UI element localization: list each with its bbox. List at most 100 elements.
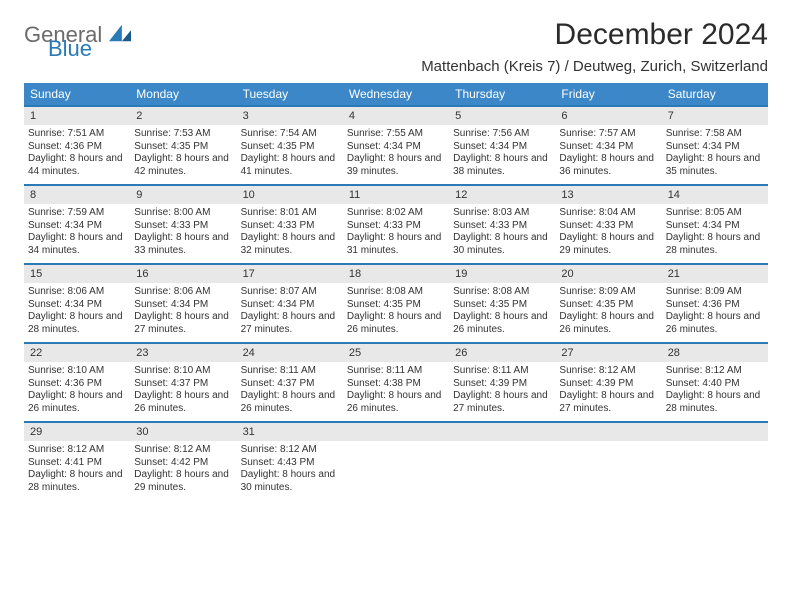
daylight-line: Daylight: 8 hours and 27 minutes. bbox=[134, 311, 232, 336]
sunrise-line: Sunrise: 8:08 AM bbox=[347, 286, 445, 299]
day-number: 23 bbox=[130, 344, 236, 362]
day-number-row: 22232425262728 bbox=[24, 344, 768, 362]
location-text: Mattenbach (Kreis 7) / Deutweg, Zurich, … bbox=[421, 58, 768, 75]
daylight-line: Daylight: 8 hours and 27 minutes. bbox=[559, 390, 657, 415]
weekday-header: Wednesday bbox=[343, 83, 449, 105]
week: 15161718192021Sunrise: 8:06 AMSunset: 4:… bbox=[24, 263, 768, 342]
brand-text-blue: Blue bbox=[48, 39, 131, 59]
sunset-line: Sunset: 4:33 PM bbox=[347, 220, 445, 233]
day-number: 29 bbox=[24, 423, 130, 441]
day-cell: Sunrise: 7:54 AMSunset: 4:35 PMDaylight:… bbox=[237, 125, 343, 184]
daylight-line: Daylight: 8 hours and 28 minutes. bbox=[28, 311, 126, 336]
day-number: 21 bbox=[662, 265, 768, 283]
day-cell: Sunrise: 7:57 AMSunset: 4:34 PMDaylight:… bbox=[555, 125, 661, 184]
sunrise-line: Sunrise: 8:03 AM bbox=[453, 207, 551, 220]
day-number: 14 bbox=[662, 186, 768, 204]
daylight-line: Daylight: 8 hours and 31 minutes. bbox=[347, 232, 445, 257]
week: 293031Sunrise: 8:12 AMSunset: 4:41 PMDay… bbox=[24, 421, 768, 500]
sunrise-line: Sunrise: 8:06 AM bbox=[134, 286, 232, 299]
daylight-line: Daylight: 8 hours and 33 minutes. bbox=[134, 232, 232, 257]
weekday-header: Monday bbox=[130, 83, 236, 105]
day-cell: Sunrise: 8:11 AMSunset: 4:37 PMDaylight:… bbox=[237, 362, 343, 421]
day-cell bbox=[449, 441, 555, 500]
sunrise-line: Sunrise: 8:01 AM bbox=[241, 207, 339, 220]
day-cell: Sunrise: 8:12 AMSunset: 4:40 PMDaylight:… bbox=[662, 362, 768, 421]
day-cell: Sunrise: 8:06 AMSunset: 4:34 PMDaylight:… bbox=[24, 283, 130, 342]
day-number-row: 15161718192021 bbox=[24, 265, 768, 283]
day-cell: Sunrise: 8:06 AMSunset: 4:34 PMDaylight:… bbox=[130, 283, 236, 342]
day-number bbox=[662, 423, 768, 441]
day-number: 4 bbox=[343, 107, 449, 125]
week: 891011121314Sunrise: 7:59 AMSunset: 4:34… bbox=[24, 184, 768, 263]
day-number: 20 bbox=[555, 265, 661, 283]
day-cell bbox=[662, 441, 768, 500]
daylight-line: Daylight: 8 hours and 36 minutes. bbox=[559, 153, 657, 178]
daylight-line: Daylight: 8 hours and 38 minutes. bbox=[453, 153, 551, 178]
daylight-line: Daylight: 8 hours and 32 minutes. bbox=[241, 232, 339, 257]
daylight-line: Daylight: 8 hours and 27 minutes. bbox=[241, 311, 339, 336]
daylight-line: Daylight: 8 hours and 42 minutes. bbox=[134, 153, 232, 178]
day-number: 27 bbox=[555, 344, 661, 362]
daylight-line: Daylight: 8 hours and 26 minutes. bbox=[28, 390, 126, 415]
daylight-line: Daylight: 8 hours and 30 minutes. bbox=[453, 232, 551, 257]
daylight-line: Daylight: 8 hours and 26 minutes. bbox=[666, 311, 764, 336]
day-number bbox=[343, 423, 449, 441]
sunset-line: Sunset: 4:41 PM bbox=[28, 457, 126, 470]
sunset-line: Sunset: 4:35 PM bbox=[241, 141, 339, 154]
sunrise-line: Sunrise: 7:51 AM bbox=[28, 128, 126, 141]
sunrise-line: Sunrise: 8:04 AM bbox=[559, 207, 657, 220]
sunrise-line: Sunrise: 7:54 AM bbox=[241, 128, 339, 141]
daylight-line: Daylight: 8 hours and 28 minutes. bbox=[666, 390, 764, 415]
sunset-line: Sunset: 4:43 PM bbox=[241, 457, 339, 470]
daylight-line: Daylight: 8 hours and 26 minutes. bbox=[453, 311, 551, 336]
sunset-line: Sunset: 4:34 PM bbox=[666, 141, 764, 154]
sunrise-line: Sunrise: 8:08 AM bbox=[453, 286, 551, 299]
daylight-line: Daylight: 8 hours and 26 minutes. bbox=[347, 390, 445, 415]
day-number-row: 1234567 bbox=[24, 107, 768, 125]
daylight-line: Daylight: 8 hours and 41 minutes. bbox=[241, 153, 339, 178]
day-cell: Sunrise: 8:12 AMSunset: 4:41 PMDaylight:… bbox=[24, 441, 130, 500]
day-body-row: Sunrise: 8:06 AMSunset: 4:34 PMDaylight:… bbox=[24, 283, 768, 342]
daylight-line: Daylight: 8 hours and 28 minutes. bbox=[28, 469, 126, 494]
daylight-line: Daylight: 8 hours and 26 minutes. bbox=[347, 311, 445, 336]
sunset-line: Sunset: 4:34 PM bbox=[453, 141, 551, 154]
day-number: 1 bbox=[24, 107, 130, 125]
sunrise-line: Sunrise: 8:06 AM bbox=[28, 286, 126, 299]
day-cell: Sunrise: 8:08 AMSunset: 4:35 PMDaylight:… bbox=[449, 283, 555, 342]
sunset-line: Sunset: 4:37 PM bbox=[134, 378, 232, 391]
day-number: 19 bbox=[449, 265, 555, 283]
day-cell: Sunrise: 8:07 AMSunset: 4:34 PMDaylight:… bbox=[237, 283, 343, 342]
day-cell: Sunrise: 7:53 AMSunset: 4:35 PMDaylight:… bbox=[130, 125, 236, 184]
weekday-header: Saturday bbox=[662, 83, 768, 105]
daylight-line: Daylight: 8 hours and 27 minutes. bbox=[453, 390, 551, 415]
sunrise-line: Sunrise: 8:12 AM bbox=[559, 365, 657, 378]
weekday-header: Tuesday bbox=[237, 83, 343, 105]
day-number: 11 bbox=[343, 186, 449, 204]
sunrise-line: Sunrise: 8:11 AM bbox=[453, 365, 551, 378]
month-title: December 2024 bbox=[421, 18, 768, 52]
week: 22232425262728Sunrise: 8:10 AMSunset: 4:… bbox=[24, 342, 768, 421]
sunset-line: Sunset: 4:34 PM bbox=[559, 141, 657, 154]
day-number: 25 bbox=[343, 344, 449, 362]
sunrise-line: Sunrise: 7:53 AM bbox=[134, 128, 232, 141]
sunset-line: Sunset: 4:40 PM bbox=[666, 378, 764, 391]
sunset-line: Sunset: 4:34 PM bbox=[666, 220, 764, 233]
sunrise-line: Sunrise: 8:07 AM bbox=[241, 286, 339, 299]
sunrise-line: Sunrise: 8:12 AM bbox=[134, 444, 232, 457]
day-number: 10 bbox=[237, 186, 343, 204]
sunset-line: Sunset: 4:34 PM bbox=[134, 299, 232, 312]
day-cell: Sunrise: 8:10 AMSunset: 4:37 PMDaylight:… bbox=[130, 362, 236, 421]
sunset-line: Sunset: 4:37 PM bbox=[241, 378, 339, 391]
day-number: 7 bbox=[662, 107, 768, 125]
day-number: 18 bbox=[343, 265, 449, 283]
daylight-line: Daylight: 8 hours and 26 minutes. bbox=[559, 311, 657, 336]
day-cell: Sunrise: 7:55 AMSunset: 4:34 PMDaylight:… bbox=[343, 125, 449, 184]
sunrise-line: Sunrise: 8:00 AM bbox=[134, 207, 232, 220]
sunset-line: Sunset: 4:35 PM bbox=[559, 299, 657, 312]
sunrise-line: Sunrise: 7:55 AM bbox=[347, 128, 445, 141]
sunset-line: Sunset: 4:39 PM bbox=[453, 378, 551, 391]
sunset-line: Sunset: 4:39 PM bbox=[559, 378, 657, 391]
sunset-line: Sunset: 4:36 PM bbox=[28, 141, 126, 154]
weekday-header-row: SundayMondayTuesdayWednesdayThursdayFrid… bbox=[24, 83, 768, 105]
day-number: 17 bbox=[237, 265, 343, 283]
